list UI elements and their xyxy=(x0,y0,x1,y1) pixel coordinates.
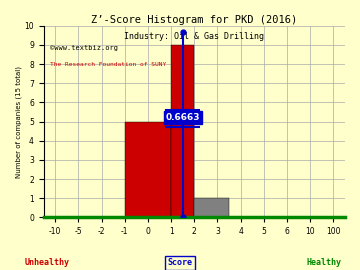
Title: Z’-Score Histogram for PKD (2016): Z’-Score Histogram for PKD (2016) xyxy=(91,15,297,25)
Y-axis label: Number of companies (15 total): Number of companies (15 total) xyxy=(15,66,22,178)
Text: 0.6663: 0.6663 xyxy=(166,113,200,122)
Text: Unhealthy: Unhealthy xyxy=(24,258,69,267)
Text: Score: Score xyxy=(167,258,193,267)
Text: Healthy: Healthy xyxy=(306,258,342,267)
Bar xyxy=(194,198,229,217)
Bar xyxy=(125,122,171,217)
Text: The Research Foundation of SUNY: The Research Foundation of SUNY xyxy=(50,62,166,67)
Text: ©www.textbiz.org: ©www.textbiz.org xyxy=(50,45,118,51)
Text: Industry: Oil & Gas Drilling: Industry: Oil & Gas Drilling xyxy=(124,32,264,40)
Bar xyxy=(171,45,194,217)
